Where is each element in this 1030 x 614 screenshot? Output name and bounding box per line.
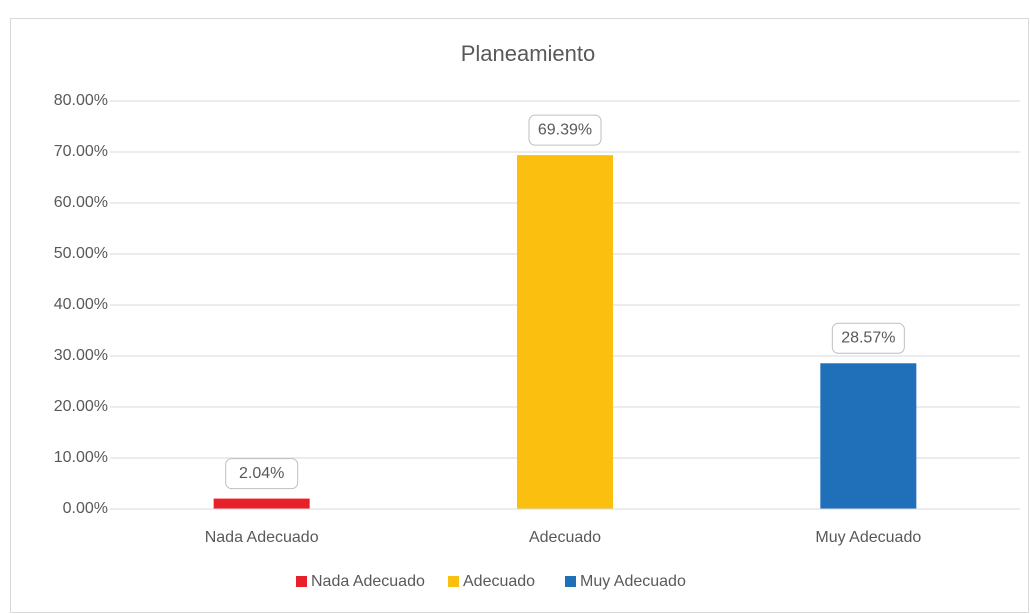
data-label: 2.04% [239,465,284,482]
legend-swatch [296,576,307,587]
legend-label: Muy Adecuado [580,573,686,590]
chart-title: Planeamiento [461,41,596,66]
y-tick-label: 0.00% [63,500,108,517]
y-tick-label: 50.00% [54,245,108,262]
x-tick-label: Muy Adecuado [815,529,921,546]
y-tick-label: 10.00% [54,449,108,466]
legend-label: Adecuado [463,573,535,590]
data-label-box [528,114,602,146]
data-label-box [831,322,905,354]
bar [517,155,613,509]
y-tick-label: 40.00% [54,296,108,313]
y-tick-label: 20.00% [54,398,108,415]
y-tick-label: 70.00% [54,143,108,160]
data-label: 28.57% [841,330,895,347]
legend-swatch [448,576,459,587]
y-tick-label: 30.00% [54,347,108,364]
bar [820,363,917,509]
legend-swatch [565,576,576,587]
bar [213,498,310,509]
x-tick-label: Nada Adecuado [205,529,319,546]
y-tick-label: 80.00% [54,92,108,109]
data-label-box [225,458,299,490]
data-label: 69.39% [538,121,592,138]
x-tick-label: Adecuado [529,529,601,546]
legend-label: Nada Adecuado [311,573,425,590]
y-tick-label: 60.00% [54,194,108,211]
